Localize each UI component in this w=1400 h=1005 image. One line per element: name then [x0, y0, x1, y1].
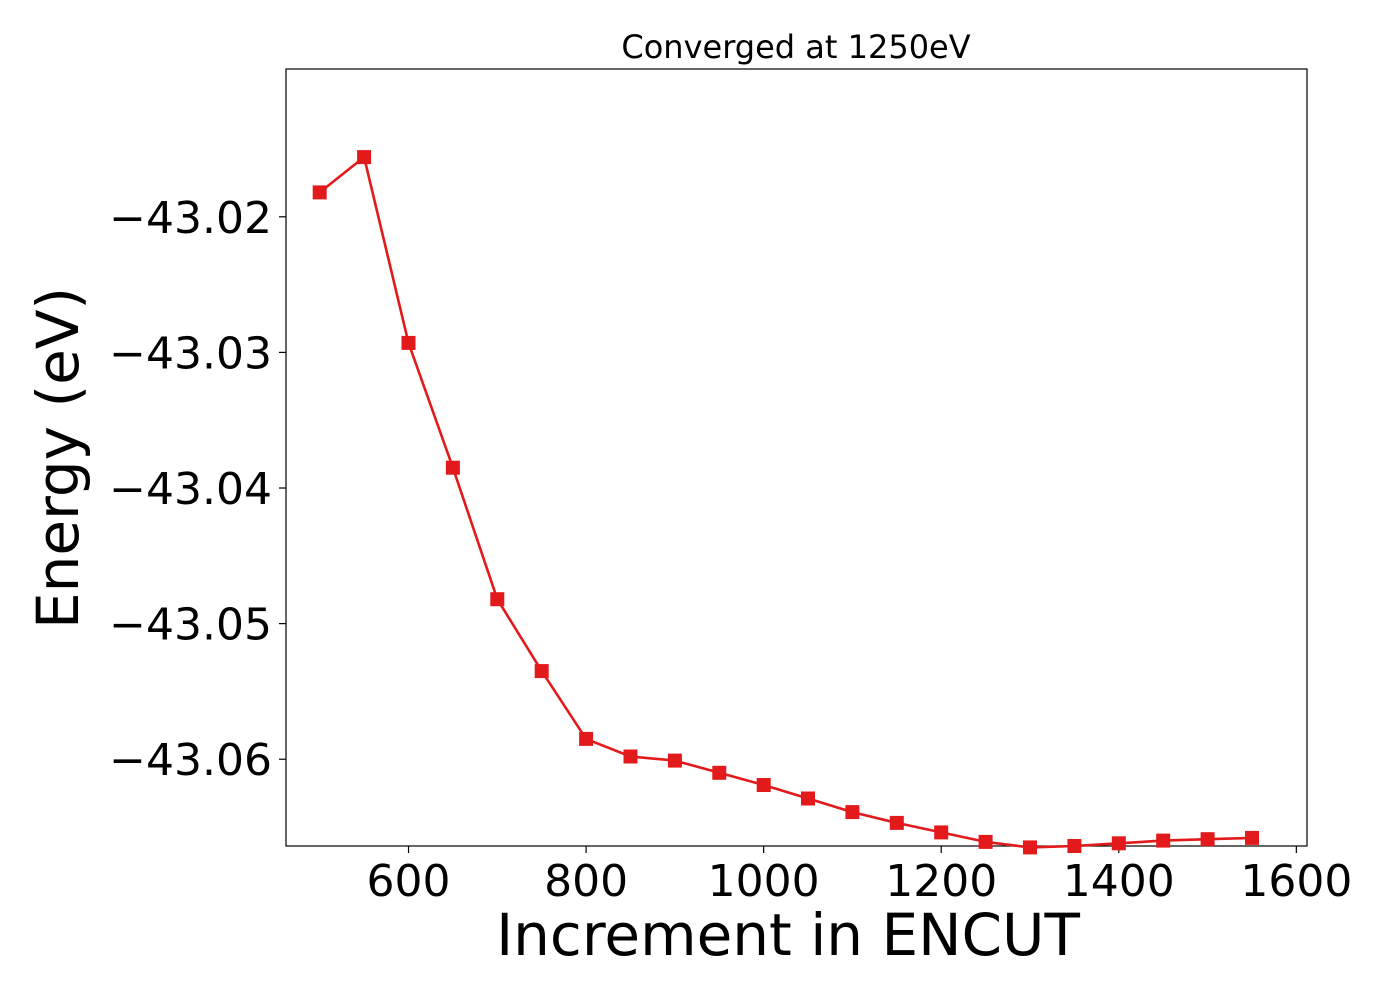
data-point — [756, 778, 771, 792]
data-point — [357, 150, 372, 165]
x-tick-label: 1400 — [1063, 856, 1175, 907]
data-point — [978, 834, 993, 849]
y-tick-label: −43.04 — [109, 464, 272, 515]
data-point — [889, 815, 904, 830]
data-point — [534, 664, 549, 679]
data-point — [1156, 833, 1171, 848]
data-point — [1067, 839, 1082, 853]
data-point — [445, 460, 460, 475]
x-axis-label: Increment in ENCUT — [496, 901, 1080, 969]
data-point — [667, 753, 682, 768]
data-point — [1023, 840, 1037, 855]
x-tick-label: 1200 — [885, 856, 997, 907]
x-tick-label: 1000 — [708, 856, 820, 907]
data-point — [845, 805, 860, 820]
data-point — [934, 825, 949, 840]
data-point — [1111, 836, 1126, 851]
series-layer — [312, 150, 1259, 855]
chart-title: Converged at 1250eV — [621, 28, 970, 66]
data-point — [579, 731, 594, 746]
y-tick-label: −43.05 — [109, 600, 272, 651]
data-point — [801, 791, 815, 806]
data-point — [312, 185, 327, 200]
data-point — [490, 592, 505, 607]
data-point — [1245, 830, 1259, 845]
plot-frame — [285, 68, 1308, 847]
x-tick-label: 800 — [544, 856, 628, 907]
data-point — [623, 749, 638, 764]
data-point — [401, 335, 416, 350]
y-tick-label: −43.03 — [109, 328, 272, 379]
data-point — [1200, 832, 1215, 847]
y-axis-label: Energy (eV) — [24, 287, 92, 629]
axes: 600 800 1000 1200 1400 1600 −43.02 −43.03 −43.04… — [109, 68, 1352, 907]
y-tick-label: −43.02 — [109, 193, 272, 244]
x-tick-label: 600 — [367, 856, 451, 907]
y-tick-label: −43.06 — [109, 735, 272, 786]
data-point — [712, 765, 727, 780]
series-line — [318, 155, 1253, 849]
x-tick-label: 1600 — [1240, 856, 1352, 907]
